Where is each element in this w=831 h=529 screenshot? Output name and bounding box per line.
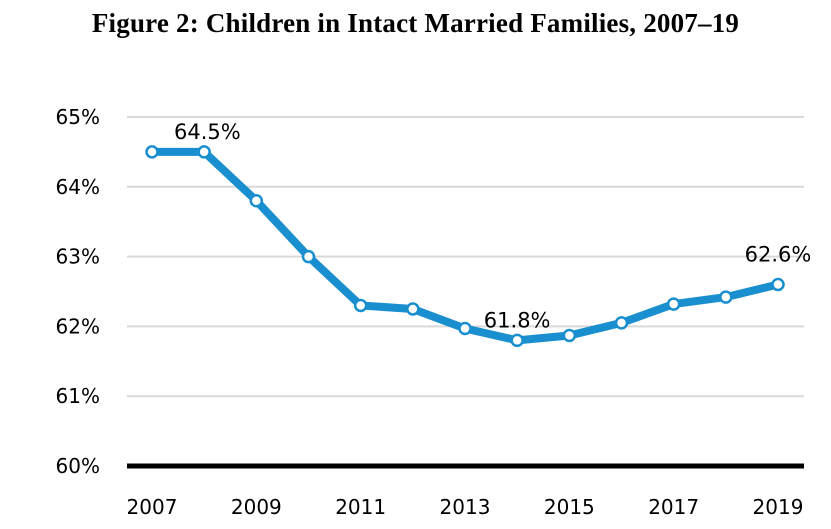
x-axis-tick-labels: 2007 2009 2011 2013 2015 2017 2019	[127, 495, 804, 519]
x-tick-label: 2019	[753, 495, 804, 519]
y-tick-label: 63%	[56, 245, 100, 269]
data-label: 61.8%	[484, 308, 551, 332]
data-label: 62.6%	[745, 243, 812, 267]
y-axis-tick-labels: 60% 61% 62% 63% 64% 65%	[56, 105, 100, 478]
data-point-marker	[249, 194, 264, 208]
y-tick-label: 61%	[56, 384, 100, 408]
data-point-marker	[458, 321, 472, 336]
series-line	[148, 147, 782, 345]
x-tick-label: 2009	[231, 495, 282, 519]
x-tick-label: 2011	[335, 495, 386, 519]
x-tick-label: 2015	[544, 495, 595, 519]
data-point-marker	[510, 333, 524, 348]
data-point-marker	[197, 145, 211, 159]
data-point-marker	[406, 302, 420, 316]
y-tick-label: 60%	[56, 454, 100, 478]
data-point-marker	[614, 316, 629, 330]
data-labels: 64.5% 61.8% 62.6%	[174, 120, 811, 332]
data-point-marker	[719, 290, 733, 304]
y-tick-label: 64%	[56, 175, 100, 199]
y-tick-label: 62%	[56, 314, 100, 338]
data-label: 64.5%	[174, 120, 241, 144]
data-point-marker	[353, 298, 368, 313]
x-tick-label: 2017	[648, 495, 699, 519]
x-tick-label: 2007	[127, 495, 178, 519]
data-point-marker	[666, 297, 681, 311]
chart-title: Figure 2: Children in Intact Married Fam…	[91, 8, 740, 38]
data-point-marker	[771, 277, 785, 292]
data-point-marker	[145, 145, 159, 159]
data-point-marker	[301, 249, 316, 264]
series-markers	[145, 145, 785, 348]
series-line-path	[148, 147, 782, 345]
data-point-marker	[562, 328, 577, 343]
x-tick-label: 2013	[440, 495, 491, 519]
y-tick-label: 65%	[56, 105, 100, 129]
